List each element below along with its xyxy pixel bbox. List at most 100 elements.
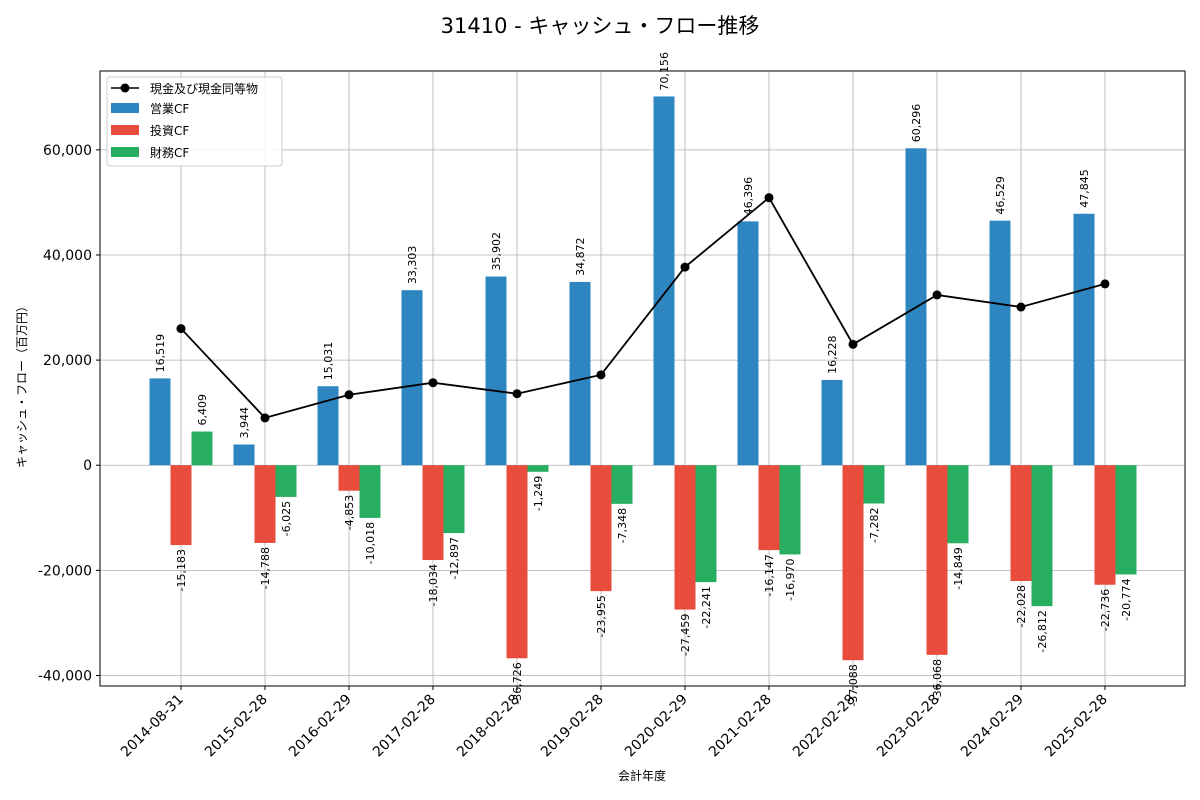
cash-line-point	[1016, 302, 1026, 312]
bar-value-label: -6,025	[280, 501, 293, 536]
x-tick-label: 2018-02-28	[454, 692, 523, 761]
legend-box	[106, 76, 283, 167]
bar-value-label: -15,183	[175, 549, 188, 591]
cash-line-point	[932, 290, 942, 300]
y-tick-label: -40,000	[38, 668, 92, 684]
financing-bar	[779, 465, 801, 555]
bar-value-label: 16,519	[154, 334, 167, 373]
bar-value-label: 6,409	[196, 394, 209, 426]
y-axis-label: キャッシュ・フロー（百万円）	[15, 300, 29, 468]
cash-line-point	[764, 193, 774, 203]
legend-label-operating: 営業CF	[150, 102, 189, 116]
y-axis: -40,000 -20,000 0 20,000 40,000 60,000	[38, 143, 100, 684]
investing-bar	[590, 465, 612, 592]
bar-value-label: -7,348	[616, 508, 629, 543]
x-tick-label: 2015-02-28	[202, 692, 271, 761]
bar-value-label: -1,249	[532, 476, 545, 511]
bar-value-label: -7,282	[868, 508, 881, 543]
legend-swatch-financing	[111, 147, 139, 157]
bar-value-label: 3,944	[238, 407, 251, 439]
bar-value-label: -4,853	[343, 495, 356, 530]
operating-bar	[737, 221, 759, 466]
investing-bar	[1094, 465, 1116, 585]
x-tick-label: 2019-02-28	[538, 692, 607, 761]
financing-bar	[443, 465, 465, 534]
x-tick-label: 2025-02-28	[1042, 692, 1111, 761]
legend-label-cash: 現金及び現金同等物	[150, 81, 258, 96]
cash-line-point	[344, 390, 354, 400]
bar-value-label: -14,788	[259, 547, 272, 589]
cash-line-point	[680, 262, 690, 272]
bar-value-label: -22,736	[1099, 589, 1112, 631]
operating-bar	[989, 220, 1011, 466]
y-tick-label: 20,000	[43, 353, 92, 369]
cash-line-point	[512, 389, 522, 399]
investing-bar	[926, 465, 948, 655]
financing-bar	[527, 465, 549, 472]
financing-bar	[191, 431, 213, 466]
bar-value-label: -36,068	[931, 659, 944, 701]
chart-title: 31410 - キャッシュ・フロー推移	[441, 14, 760, 38]
investing-bar	[674, 465, 696, 610]
investing-bar	[1010, 465, 1032, 582]
bar-value-label: 60,296	[910, 104, 923, 143]
bar-value-label: 33,303	[406, 246, 419, 285]
bar-value-label: 46,529	[994, 176, 1007, 215]
investing-bar	[338, 465, 360, 491]
financing-bar	[275, 465, 297, 497]
legend-label-financing: 財務CF	[150, 145, 189, 160]
bar-value-label: -23,955	[595, 595, 608, 637]
x-tick-label: 2022-02-28	[790, 692, 859, 761]
operating-bar	[653, 96, 675, 466]
cash-line-path	[180, 196, 1106, 419]
bar-value-label: -20,774	[1120, 578, 1133, 620]
legend: 現金及び現金同等物 営業CF 投資CF 財務CF	[106, 76, 283, 167]
bar-value-label: -22,028	[1015, 585, 1028, 627]
financing-bar	[359, 465, 381, 518]
bar-value-label: 16,228	[826, 335, 839, 374]
y-tick-label: 60,000	[43, 143, 92, 159]
investing-bar	[758, 465, 780, 551]
bar-value-label: -18,034	[427, 564, 440, 606]
bar-value-label: -36,726	[511, 662, 524, 704]
operating-bar	[485, 276, 507, 466]
x-tick-label: 2016-02-29	[286, 692, 355, 761]
bars	[149, 96, 1137, 661]
financing-bar	[611, 465, 633, 504]
operating-bar	[149, 378, 171, 466]
cash-line-point	[596, 370, 606, 380]
bar-value-label: -27,459	[679, 614, 692, 656]
legend-line-marker	[120, 83, 130, 93]
legend-swatch-operating	[111, 103, 139, 113]
y-tick-label: 0	[83, 458, 92, 474]
cash-line	[176, 193, 1110, 423]
bar-value-label: 47,845	[1078, 169, 1091, 208]
x-axis-label: 会計年度	[618, 768, 666, 783]
plot-frame	[99, 70, 1186, 687]
cash-line-point	[428, 378, 438, 388]
x-tick-label: 2024-02-29	[958, 692, 1027, 761]
financing-bar	[1031, 465, 1053, 607]
x-tick-label: 2014-08-31	[118, 692, 187, 761]
investing-bar	[842, 465, 864, 661]
cash-line-point	[848, 339, 858, 349]
bar-value-label: -10,018	[364, 522, 377, 564]
x-tick-label: 2023-02-28	[874, 692, 943, 761]
bar-value-label: 35,902	[490, 232, 503, 271]
bar-value-label: -16,147	[763, 554, 776, 596]
y-tick-label: -20,000	[38, 563, 92, 579]
bar-value-label: 15,031	[322, 342, 335, 381]
financing-bar	[1115, 465, 1137, 575]
bar-value-label: -14,849	[952, 547, 965, 589]
operating-bar	[569, 281, 591, 466]
investing-bar	[170, 465, 192, 546]
x-tick-label: 2017-02-28	[370, 692, 439, 761]
y-tick-label: 40,000	[43, 248, 92, 264]
legend-label-investing: 投資CF	[150, 123, 189, 138]
bar-value-label: -22,241	[700, 586, 713, 628]
bar-value-label: -26,812	[1036, 610, 1049, 652]
operating-bar	[1073, 213, 1095, 466]
bar-value-label: 46,396	[742, 177, 755, 216]
